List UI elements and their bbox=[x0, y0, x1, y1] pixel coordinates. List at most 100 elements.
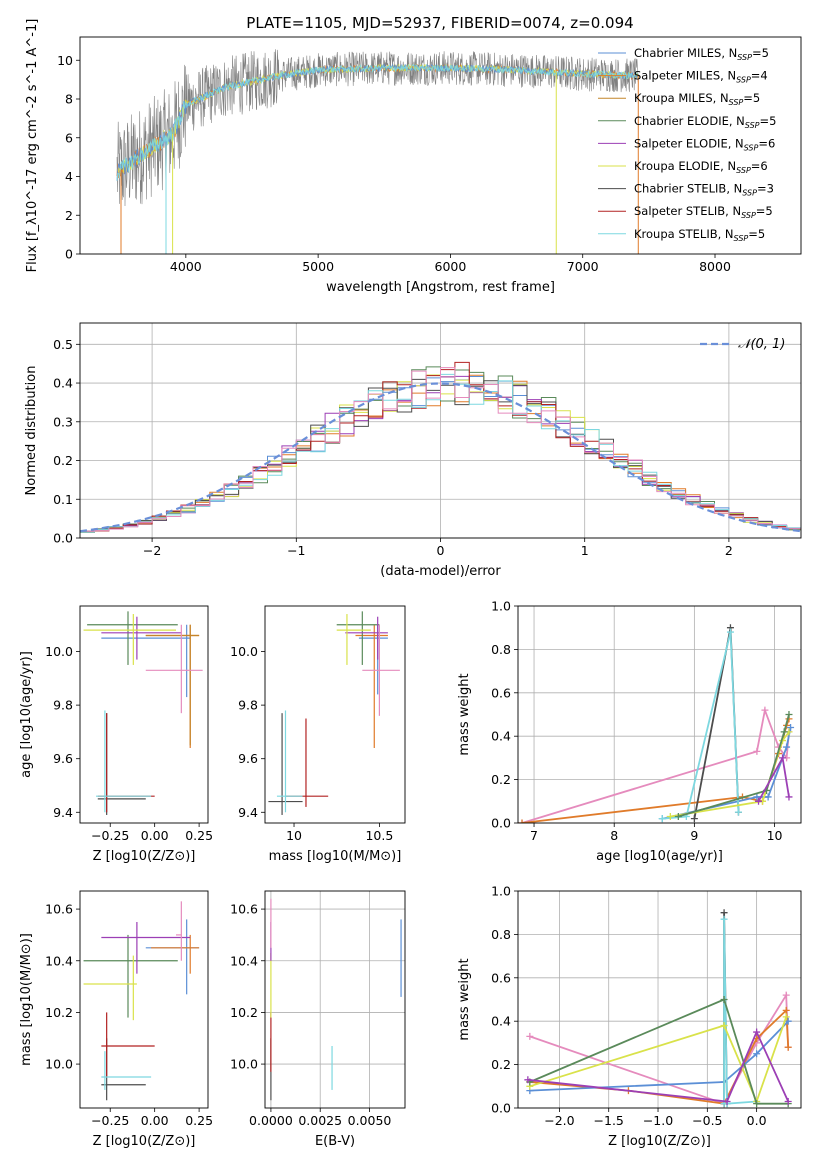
x-tick-label: 7000 bbox=[567, 259, 599, 274]
x-axis-label: age [log10(age/yr)] bbox=[596, 849, 723, 864]
legend-suffix: =5 bbox=[756, 204, 773, 218]
weight-marker bbox=[518, 819, 526, 823]
x-tick-label: 6000 bbox=[435, 259, 467, 274]
y-tick-label: 0.4 bbox=[491, 729, 511, 744]
weight-marker bbox=[720, 996, 728, 1003]
x-tick-label: 0.0050 bbox=[348, 1113, 392, 1128]
weight-marker bbox=[720, 1022, 728, 1030]
legend-label: Kroupa STELIB, N bbox=[634, 227, 734, 241]
legend-entry: Salpeter STELIB, NSSP=5 bbox=[634, 204, 773, 220]
legend-subscript: SSP bbox=[741, 211, 756, 220]
legend-entry: Chabrier STELIB, NSSP=3 bbox=[634, 182, 774, 198]
x-tick-label: 8 bbox=[610, 828, 618, 843]
spectrum-axes: 4000 5000 6000 7000 8000 0 2 4 6 8 10 wavelength [A… bbox=[25, 19, 731, 295]
y-tick-label: 9.4 bbox=[238, 805, 258, 820]
weight-marker bbox=[782, 1013, 790, 1021]
legend-entry: Kroupa MILES, NSSP=5 bbox=[634, 91, 760, 107]
y-tick-label: 0.0 bbox=[491, 1101, 511, 1116]
weight-marker bbox=[753, 1100, 761, 1108]
legend-suffix: =5 bbox=[760, 114, 777, 128]
legend-label: Chabrier MILES, N bbox=[634, 46, 737, 60]
weight-line bbox=[723, 919, 757, 1105]
legend-label: Kroupa ELODIE, N bbox=[634, 159, 736, 173]
weight-marker bbox=[753, 1050, 761, 1058]
legend-label: Kroupa MILES, N bbox=[634, 91, 729, 105]
spectrum-lines bbox=[116, 49, 639, 254]
x-tick-label: −1.0 bbox=[643, 1113, 673, 1128]
weight-line bbox=[527, 1029, 790, 1103]
x-axis-label: mass [log10(M/M⊙)] bbox=[269, 849, 402, 864]
weight-marker bbox=[784, 1097, 792, 1105]
weight-marker bbox=[787, 724, 795, 732]
weight-marker bbox=[666, 812, 674, 820]
weight_vs_Z-series bbox=[524, 909, 792, 1108]
weight-marker bbox=[782, 1006, 790, 1014]
weight-marker bbox=[720, 915, 728, 923]
mass_vs_ebv-errorbars bbox=[270, 898, 402, 1101]
x-tick-label: 0.0 bbox=[747, 1113, 767, 1128]
legend-label: Salpeter MILES, N bbox=[634, 69, 736, 83]
x-tick-label: 1 bbox=[581, 543, 589, 558]
legend-label: Salpeter ELODIE, N bbox=[634, 136, 744, 150]
y-tick-label: 9.8 bbox=[238, 698, 258, 713]
weight-marker bbox=[674, 812, 682, 820]
y-tick-label: 10 bbox=[57, 53, 73, 68]
x-tick-label: 5000 bbox=[302, 259, 334, 274]
mass_vs_Z-axes: −0.25 0.00 0.25 10.0 10.2 10.4 10.6 Z [log10(Z/… bbox=[19, 902, 213, 1149]
weight_vs_age-series bbox=[518, 624, 795, 823]
legend-label: Chabrier STELIB, N bbox=[634, 182, 742, 196]
weight-marker bbox=[526, 1032, 534, 1040]
spectrum-model-line bbox=[116, 63, 638, 181]
y-tick-label: 0.3 bbox=[53, 414, 73, 429]
y-tick-label: 0.4 bbox=[491, 1014, 511, 1029]
legend-subscript: SSP bbox=[737, 53, 752, 62]
age_vs_mass-axes: 10 10.5 9.4 9.6 9.8 10.0 mass [log10(M/M⊙)] bbox=[230, 644, 401, 864]
legend-suffix: =5 bbox=[748, 227, 765, 241]
x-tick-label: 10 bbox=[767, 828, 783, 843]
y-tick-label: 10.0 bbox=[230, 1057, 258, 1072]
y-tick-label: 0.2 bbox=[491, 1057, 511, 1072]
legend-suffix: =6 bbox=[758, 136, 775, 150]
x-tick-label: 0.00 bbox=[141, 828, 169, 843]
x-tick-label: 10.5 bbox=[365, 828, 393, 843]
legend-entry: Chabrier MILES, NSSP=5 bbox=[634, 46, 769, 62]
y-tick-label: 9.4 bbox=[53, 805, 73, 820]
y-tick-label: 0.0 bbox=[491, 816, 511, 831]
x-axis-label: Z [log10(Z/Z⊙)] bbox=[93, 1134, 196, 1149]
x-axis-label: Z [log10(Z/Z⊙)] bbox=[608, 1134, 711, 1149]
y-tick-label: 10.4 bbox=[45, 953, 73, 968]
legend-subscript: SSP bbox=[736, 166, 751, 175]
y-tick-label: 9.6 bbox=[53, 751, 73, 766]
weight_vs_age-axes: 7 8 9 10 0.0 0.2 0.4 0.6 0.8 1.0 age [log10(age/yr… bbox=[457, 599, 801, 864]
legend-entry: Salpeter ELODIE, NSSP=6 bbox=[634, 136, 775, 152]
y-tick-label: 1.0 bbox=[491, 599, 511, 614]
page-title: PLATE=1105, MJD=52937, FIBERID=0074, z=0… bbox=[246, 14, 633, 32]
legend-label: Chabrier ELODIE, N bbox=[634, 114, 745, 128]
weight-marker bbox=[784, 1043, 792, 1051]
x-tick-label: 0 bbox=[437, 543, 445, 558]
weight-marker bbox=[734, 808, 742, 816]
weight-line bbox=[521, 706, 790, 823]
x-tick-label: −0.25 bbox=[91, 1113, 129, 1128]
legend-entry: Kroupa STELIB, NSSP=5 bbox=[634, 227, 765, 243]
y-tick-label: 10.0 bbox=[45, 1057, 73, 1072]
weight-marker bbox=[761, 706, 769, 714]
mass_vs_ebv-axes: 0.0000 0.0025 0.0050 10.0 10.2 10.4 10.6 E(B-V) bbox=[230, 891, 405, 1149]
legend-suffix: =6 bbox=[751, 159, 768, 173]
legend-subscript: SSP bbox=[745, 121, 760, 130]
weight-marker bbox=[753, 1028, 761, 1036]
weight-marker bbox=[658, 815, 666, 823]
x-tick-label: −2 bbox=[143, 543, 161, 558]
spectrum-frame bbox=[79, 36, 802, 255]
legend-suffix: =5 bbox=[743, 91, 760, 105]
weight_vs_age-frame bbox=[517, 605, 802, 824]
mass_vs_Z-errorbars bbox=[83, 901, 200, 1101]
y-tick-label: 10.6 bbox=[230, 902, 258, 917]
y-tick-label: 10.2 bbox=[45, 1005, 73, 1020]
weight-marker bbox=[779, 754, 787, 762]
weight-marker bbox=[785, 793, 793, 801]
weight-marker bbox=[783, 743, 791, 751]
x-axis-label: Z [log10(Z/Z⊙)] bbox=[93, 849, 196, 864]
